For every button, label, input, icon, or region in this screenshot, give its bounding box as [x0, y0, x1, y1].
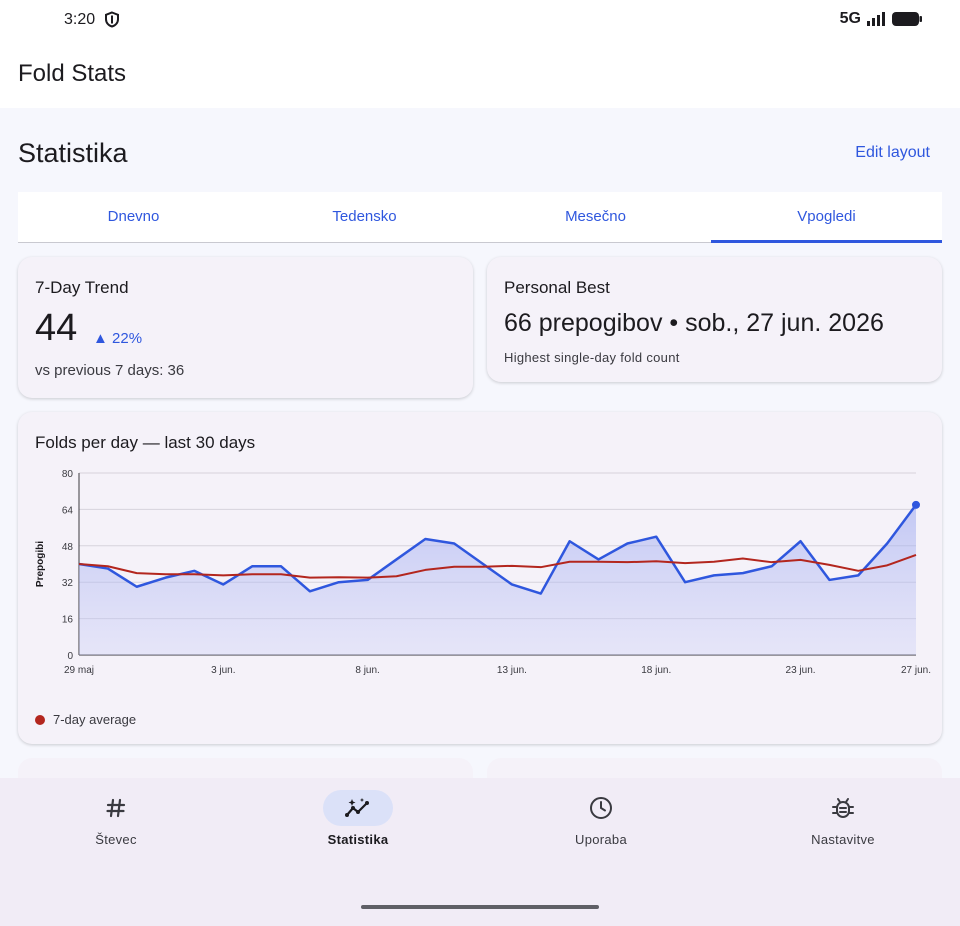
nav-usage-label: Uporaba [575, 832, 627, 847]
x-tick-label: 23 jun. [786, 665, 816, 676]
best-value: 66 prepogibov • sob., 27 jun. 2026 [504, 309, 884, 337]
nav-counter-icon-wrap [81, 790, 151, 826]
folds-line-chart: 0 16 32 48 64 80 Prepogibi 29 maj 3 jun. 8 jun. 13… [35, 469, 931, 676]
y-tick-label: 32 [62, 578, 74, 589]
daily-folds-area [79, 504, 916, 655]
x-tick-label: 13 jun. [497, 665, 527, 676]
network-type: 5G [839, 10, 861, 27]
nav-usage-icon-wrap [566, 790, 636, 826]
tab-weekly[interactable]: Tedensko [332, 208, 397, 225]
app-bar: Fold Stats [0, 40, 960, 108]
trend-card: 7-Day Trend 44 ▲ 22% vs previous 7 days:… [18, 257, 473, 398]
chart-title: Folds per day — last 30 days [35, 433, 256, 452]
next-card-left [18, 758, 473, 778]
trend-change: ▲ 22% [93, 330, 143, 347]
x-tick-label: 18 jun. [641, 665, 671, 676]
hash-icon [106, 798, 126, 818]
insights-icon [345, 798, 369, 817]
tab-daily[interactable]: Dnevno [107, 208, 160, 225]
tab-insights[interactable]: Vpogledi [711, 192, 942, 243]
y-tick-label: 16 [62, 615, 74, 626]
nav-statistics-label: Statistika [327, 832, 389, 847]
battery-icon [892, 12, 922, 26]
y-tick-label: 64 [62, 505, 74, 516]
x-tick-label: 27 jun. [901, 665, 931, 676]
trend-card-title: 7-Day Trend [35, 278, 129, 297]
bottom-navigation: Števec Statistika Uporaba [0, 778, 960, 926]
y-tick-label: 80 [62, 469, 74, 480]
chart-legend: 7-day average [35, 712, 136, 727]
personal-best-card: Personal Best 66 prepogibov • sob., 27 j… [487, 257, 942, 382]
trend-comparison: vs previous 7 days: 36 [35, 362, 185, 379]
bug-icon [832, 798, 854, 818]
status-indicators: 5G [840, 10, 922, 28]
tab-monthly[interactable]: Mesečno [565, 208, 626, 225]
home-indicator[interactable] [361, 905, 599, 909]
nav-statistics[interactable]: Statistika [288, 790, 428, 847]
y-tick-label: 0 [67, 651, 73, 662]
shield-icon [105, 11, 119, 28]
tab-bar: Dnevno Tedensko Mesečno Vpogledi [18, 192, 942, 243]
status-time: 3:20 [64, 11, 96, 28]
next-card-right [487, 758, 942, 778]
nav-settings-label: Nastavitve [811, 832, 875, 847]
y-axis-label: Prepogibi [35, 541, 46, 587]
trend-value: 44 [35, 307, 78, 349]
y-tick-label: 48 [62, 542, 74, 553]
edit-layout-button[interactable]: Edit layout [855, 144, 930, 161]
clock-icon [590, 797, 612, 819]
seven-day-average-line [78, 553, 917, 579]
x-tick-label: 29 maj [64, 665, 94, 676]
nav-counter[interactable]: Števec [46, 790, 186, 847]
page-title: Statistika [18, 138, 128, 168]
status-bar: 3:20 5G [0, 0, 960, 40]
best-card-title: Personal Best [504, 278, 610, 297]
nav-statistics-icon-wrap [323, 790, 393, 826]
latest-point-marker [912, 500, 920, 509]
signal-icon [867, 12, 885, 26]
x-tick-label: 8 jun. [355, 665, 379, 676]
chart-card: Folds per day — last 30 days 0 16 32 48 64 80… [18, 412, 942, 744]
legend-swatch [35, 714, 45, 725]
legend-label: 7-day average [53, 712, 137, 727]
nav-counter-label: Števec [95, 832, 137, 847]
x-tick-label: 3 jun. [211, 665, 235, 676]
nav-settings[interactable]: Nastavitve [773, 790, 913, 847]
content-area[interactable]: Statistika Edit layout Dnevno Tedensko M… [0, 108, 960, 778]
nav-usage[interactable]: Uporaba [531, 790, 671, 847]
nav-settings-icon-wrap [808, 790, 878, 826]
best-subtitle: Highest single-day fold count [504, 350, 680, 365]
app-title: Fold Stats [18, 60, 127, 87]
